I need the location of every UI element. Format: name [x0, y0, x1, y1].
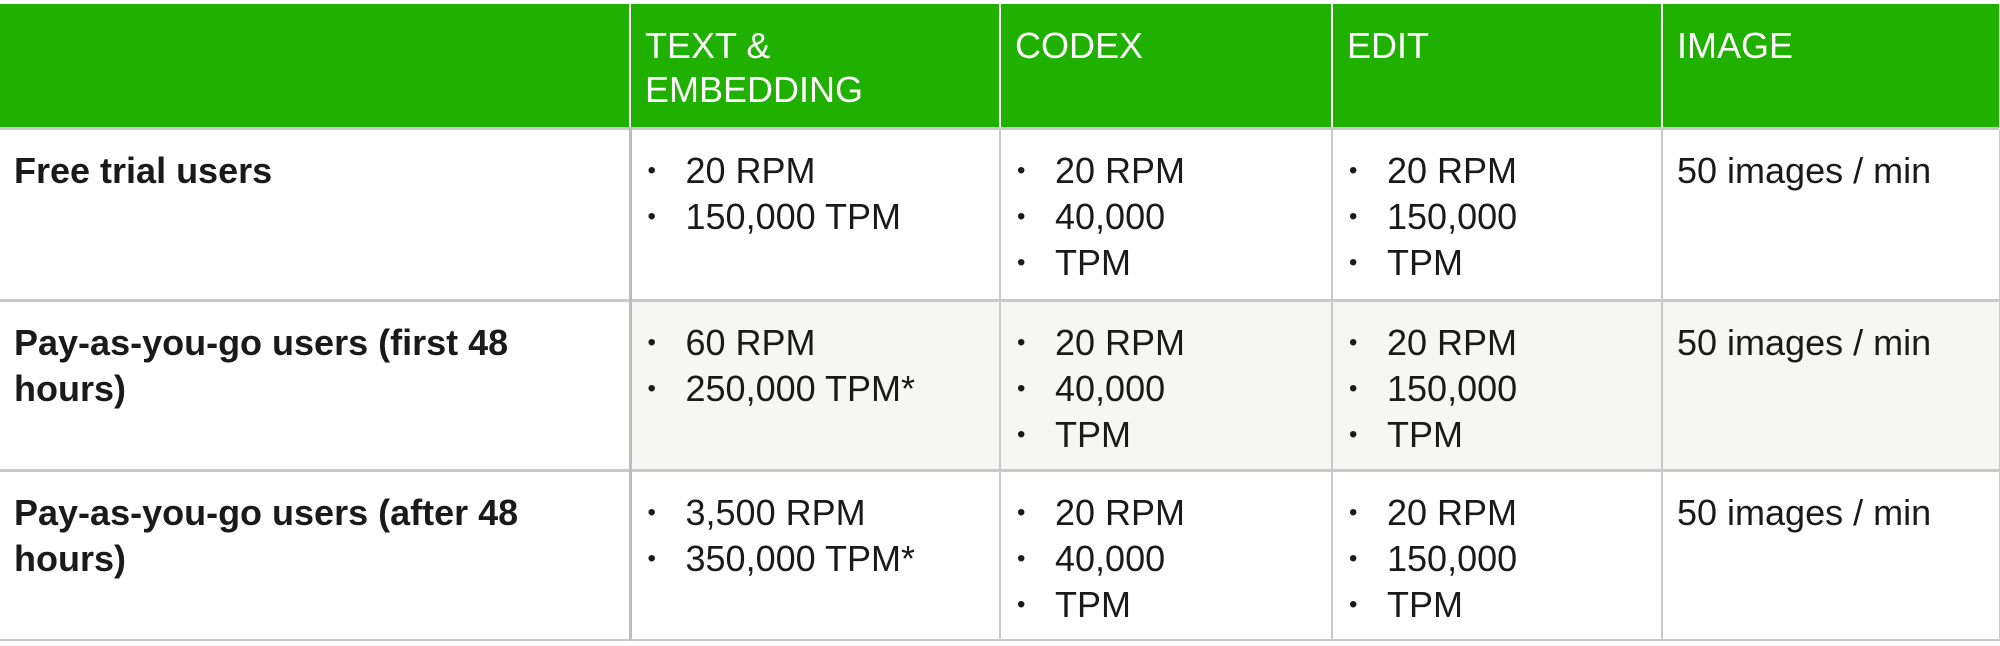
list-item: 250,000 TPM*: [646, 366, 986, 412]
rate-list: 60 RPM 250,000 TPM*: [646, 320, 986, 412]
list-item: 20 RPM: [646, 148, 986, 194]
cell-text-embedding: 60 RPM 250,000 TPM*: [629, 298, 1001, 471]
list-item: TPM: [1015, 240, 1317, 286]
rate-list: 20 RPM 150,000 TPM: [1347, 490, 1647, 628]
list-item: 150,000: [1347, 194, 1647, 240]
list-item: 20 RPM: [1015, 490, 1317, 536]
table-header: TEXT & EMBEDDING CODEX EDIT IMAGE: [0, 4, 2000, 128]
list-item: 60 RPM: [646, 320, 986, 366]
list-item: 150,000: [1347, 536, 1647, 582]
row-label: Pay-as-you-go users (after 48 hours): [0, 468, 632, 641]
list-item: TPM: [1015, 412, 1317, 458]
list-item: 20 RPM: [1347, 490, 1647, 536]
cell-edit: 20 RPM 150,000 TPM: [1331, 126, 1663, 301]
list-item: 150,000: [1347, 366, 1647, 412]
list-item: 3,500 RPM: [646, 490, 986, 536]
table-row: Pay-as-you-go users (after 48 hours) 3,5…: [0, 468, 2000, 641]
header-cell-empty: [0, 4, 631, 128]
list-item: 20 RPM: [1347, 320, 1647, 366]
image-rate-value: 50 images / min: [1677, 149, 1932, 191]
row-label: Pay-as-you-go users (first 48 hours): [0, 298, 632, 471]
cell-codex: 20 RPM 40,000 TPM: [999, 298, 1333, 471]
list-item: TPM: [1015, 582, 1317, 628]
list-item: 350,000 TPM*: [646, 536, 986, 582]
cell-image: 50 images / min: [1661, 298, 2000, 471]
list-item: 150,000 TPM: [646, 194, 986, 240]
cell-image: 50 images / min: [1661, 126, 2000, 301]
list-item: 40,000: [1015, 366, 1317, 412]
header-image: IMAGE: [1661, 4, 2000, 128]
cell-edit: 20 RPM 150,000 TPM: [1331, 468, 1663, 641]
table-body: Free trial users 20 RPM 150,000 TPM 20 R…: [0, 126, 2000, 641]
list-item: 20 RPM: [1347, 148, 1647, 194]
list-item: 40,000: [1015, 194, 1317, 240]
cell-edit: 20 RPM 150,000 TPM: [1331, 298, 1663, 471]
row-label: Free trial users: [0, 126, 632, 301]
list-item: TPM: [1347, 582, 1647, 628]
header-row: TEXT & EMBEDDING CODEX EDIT IMAGE: [0, 4, 2000, 128]
list-item: TPM: [1347, 412, 1647, 458]
rate-limits-table: TEXT & EMBEDDING CODEX EDIT IMAGE Free t…: [0, 4, 2000, 641]
rate-list: 20 RPM 150,000 TPM: [646, 148, 986, 240]
header-codex: CODEX: [999, 4, 1333, 128]
header-edit: EDIT: [1331, 4, 1663, 128]
cell-codex: 20 RPM 40,000 TPM: [999, 468, 1333, 641]
rate-list: 20 RPM 150,000 TPM: [1347, 320, 1647, 458]
rate-list: 20 RPM 150,000 TPM: [1347, 148, 1647, 286]
list-item: 40,000: [1015, 536, 1317, 582]
cell-text-embedding: 3,500 RPM 350,000 TPM*: [629, 468, 1001, 641]
table-row: Free trial users 20 RPM 150,000 TPM 20 R…: [0, 126, 2000, 301]
rate-list: 20 RPM 40,000 TPM: [1015, 148, 1317, 286]
rate-list: 3,500 RPM 350,000 TPM*: [646, 490, 986, 582]
header-text-embedding: TEXT & EMBEDDING: [629, 4, 1001, 128]
image-rate-value: 50 images / min: [1677, 321, 1932, 363]
cell-image: 50 images / min: [1661, 468, 2000, 641]
rate-list: 20 RPM 40,000 TPM: [1015, 320, 1317, 458]
list-item: 20 RPM: [1015, 320, 1317, 366]
table-row: Pay-as-you-go users (first 48 hours) 60 …: [0, 298, 2000, 471]
image-rate-value: 50 images / min: [1677, 491, 1932, 533]
cell-codex: 20 RPM 40,000 TPM: [999, 126, 1333, 301]
list-item: 20 RPM: [1015, 148, 1317, 194]
rate-list: 20 RPM 40,000 TPM: [1015, 490, 1317, 628]
list-item: TPM: [1347, 240, 1647, 286]
cell-text-embedding: 20 RPM 150,000 TPM: [629, 126, 1001, 301]
